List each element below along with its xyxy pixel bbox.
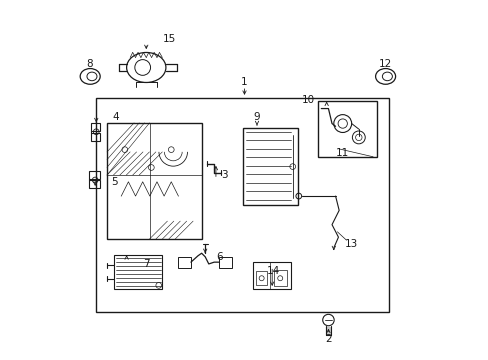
Bar (317, 102, 376, 157)
Text: 8: 8 (85, 59, 92, 69)
Bar (96, 98, 388, 312)
Text: 12: 12 (378, 59, 391, 69)
Bar (256, 271, 266, 285)
Text: 14: 14 (266, 266, 279, 276)
Bar (91, 133, 100, 141)
Text: 5: 5 (111, 177, 117, 187)
Text: 11: 11 (335, 148, 348, 158)
Text: 3: 3 (221, 170, 228, 180)
Text: 9: 9 (253, 112, 260, 122)
Bar (91, 123, 100, 131)
Bar (107, 123, 201, 239)
Bar (242, 128, 298, 205)
Bar (114, 255, 162, 289)
Bar (89, 171, 100, 179)
Bar (253, 262, 290, 289)
Text: 10: 10 (302, 95, 315, 105)
Text: 7: 7 (142, 259, 149, 269)
Text: 15: 15 (163, 34, 176, 44)
Bar (178, 257, 190, 267)
Bar (219, 257, 231, 267)
Text: 4: 4 (112, 112, 119, 122)
Bar (89, 180, 100, 188)
Text: 2: 2 (325, 334, 331, 344)
Bar (274, 270, 286, 286)
Text: 13: 13 (345, 239, 358, 249)
Text: 6: 6 (216, 252, 223, 262)
Text: 1: 1 (241, 77, 247, 87)
